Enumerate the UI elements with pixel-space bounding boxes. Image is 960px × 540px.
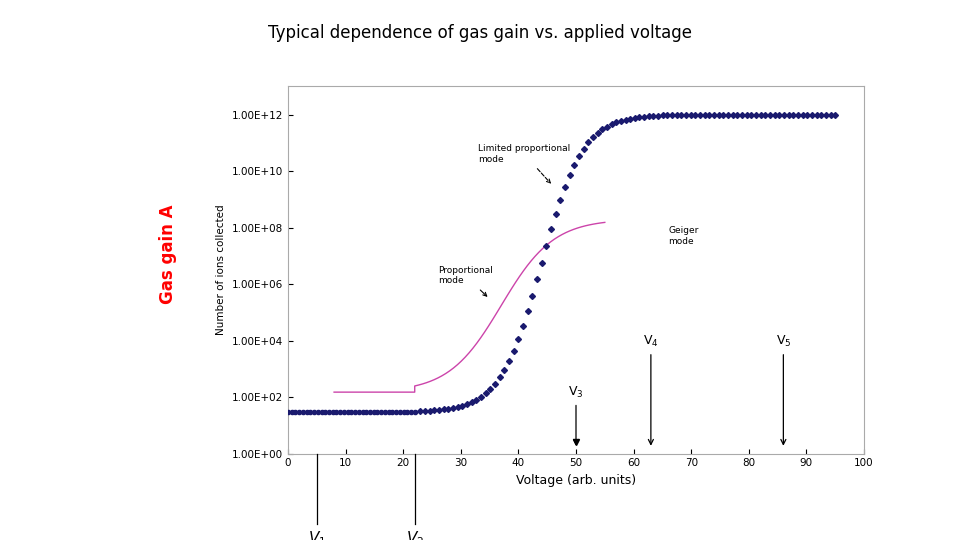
Text: $V_1$: $V_1$: [308, 529, 325, 540]
Text: V$_5$: V$_5$: [776, 334, 791, 444]
Text: V$_4$: V$_4$: [643, 334, 659, 444]
Text: $V_2$: $V_2$: [406, 529, 423, 540]
Text: Limited proportional
mode: Limited proportional mode: [478, 144, 570, 183]
X-axis label: Voltage (arb. units): Voltage (arb. units): [516, 474, 636, 487]
Text: V$_3$: V$_3$: [568, 384, 584, 444]
Text: Proportional
mode: Proportional mode: [438, 266, 492, 296]
Text: Geiger
mode: Geiger mode: [668, 226, 699, 246]
Y-axis label: Number of ions collected: Number of ions collected: [216, 205, 227, 335]
Text: Typical dependence of gas gain vs. applied voltage: Typical dependence of gas gain vs. appli…: [268, 24, 692, 42]
Text: Gas gain A: Gas gain A: [159, 204, 177, 303]
